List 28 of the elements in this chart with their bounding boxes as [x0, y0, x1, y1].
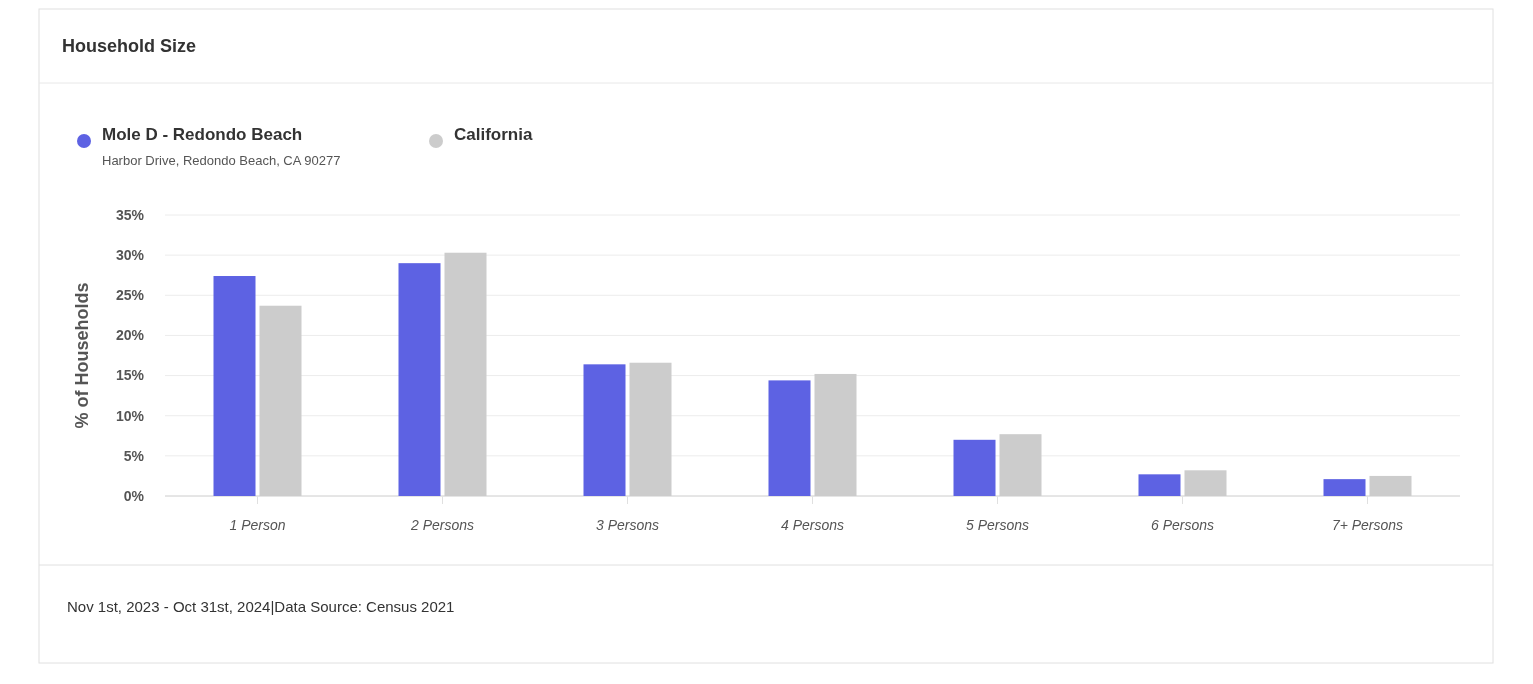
text: Nov 1st, 2023 - Oct 31st, 2024|Data Source: Census 2021: [67, 598, 455, 615]
y-tick-label: 30%: [115, 247, 145, 264]
chart-title: Household Size: [62, 36, 197, 56]
bar: [1323, 479, 1366, 496]
bar: [213, 276, 256, 496]
legend-label: California: [454, 125, 533, 144]
y-axis-title: % of Households: [72, 282, 92, 429]
bar: [398, 263, 441, 496]
x-tick-label: 6 Persons: [1150, 517, 1215, 533]
text: Harbor Drive, Redondo Beach, CA 90277: [102, 153, 341, 168]
bar: [953, 439, 996, 496]
x-tick-label: 4 Persons: [780, 517, 845, 533]
y-tick-label: 35%: [115, 206, 145, 223]
bar: [768, 380, 811, 496]
x-tick-label: 3 Persons: [595, 517, 660, 533]
bar: [583, 364, 626, 496]
y-tick-label: 20%: [115, 327, 145, 344]
legend-label: Mole D - Redondo Beach: [102, 125, 303, 144]
x-tick-label: 7+ Persons: [1331, 517, 1404, 533]
y-tick-label: 0%: [123, 487, 145, 504]
y-tick-label: 25%: [115, 287, 145, 304]
x-tick-label: 2 Persons: [409, 517, 475, 533]
y-tick-label: 10%: [115, 407, 145, 424]
y-tick-label: 15%: [115, 367, 145, 384]
x-tick-label: 1 Person: [229, 517, 286, 533]
y-tick-label: 5%: [123, 447, 145, 464]
x-tick-label: 5 Persons: [965, 517, 1030, 533]
bar: [1138, 474, 1181, 496]
